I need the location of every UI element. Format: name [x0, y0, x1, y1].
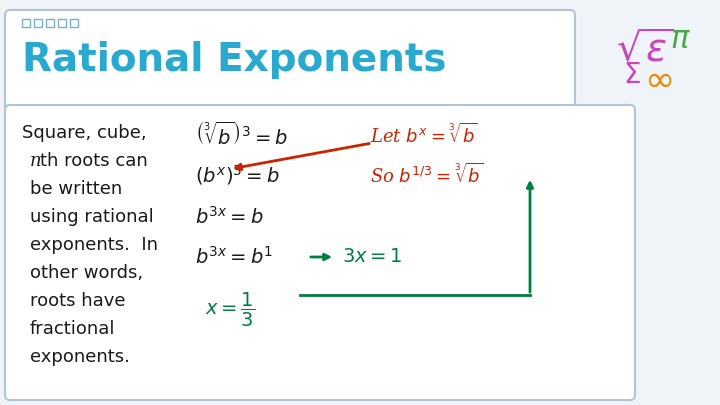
Text: $\sqrt{\varepsilon}$: $\sqrt{\varepsilon}$ — [616, 31, 674, 69]
Text: So $b^{1/3} = \sqrt[3]{b}$: So $b^{1/3} = \sqrt[3]{b}$ — [370, 163, 484, 187]
Bar — [58, 19, 66, 27]
Text: $b^{3x} = b^1$: $b^{3x} = b^1$ — [195, 246, 274, 268]
Text: $3x = 1$: $3x = 1$ — [342, 247, 402, 266]
Text: Rational Exponents: Rational Exponents — [22, 41, 446, 79]
Text: $(b^x)^3 = b$: $(b^x)^3 = b$ — [195, 163, 279, 187]
FancyBboxPatch shape — [5, 10, 575, 110]
Text: Let $b^x = \sqrt[3]{b}$: Let $b^x = \sqrt[3]{b}$ — [370, 123, 478, 147]
Text: $b^{3x} = b$: $b^{3x} = b$ — [195, 206, 264, 228]
Bar — [46, 19, 54, 27]
FancyBboxPatch shape — [5, 105, 635, 400]
Bar — [22, 19, 30, 27]
Text: th roots can: th roots can — [40, 152, 148, 170]
Text: other words,: other words, — [30, 264, 143, 282]
Text: be written: be written — [30, 180, 122, 198]
Text: Square, cube,: Square, cube, — [22, 124, 147, 142]
Text: $\infty$: $\infty$ — [644, 63, 672, 97]
Text: $\left(\sqrt[3]{b}\right)^{3} = b$: $\left(\sqrt[3]{b}\right)^{3} = b$ — [195, 122, 288, 149]
Bar — [34, 19, 42, 27]
Text: exponents.: exponents. — [30, 348, 130, 366]
Text: $x = \dfrac{1}{3}$: $x = \dfrac{1}{3}$ — [205, 291, 256, 329]
Text: $\pi$: $\pi$ — [670, 26, 690, 55]
Text: fractional: fractional — [30, 320, 115, 338]
Text: n: n — [30, 152, 42, 170]
Text: roots have: roots have — [30, 292, 125, 310]
Bar — [70, 19, 78, 27]
Text: exponents.  In: exponents. In — [30, 236, 158, 254]
Text: $\Sigma$: $\Sigma$ — [623, 61, 641, 89]
Text: using rational: using rational — [30, 208, 154, 226]
